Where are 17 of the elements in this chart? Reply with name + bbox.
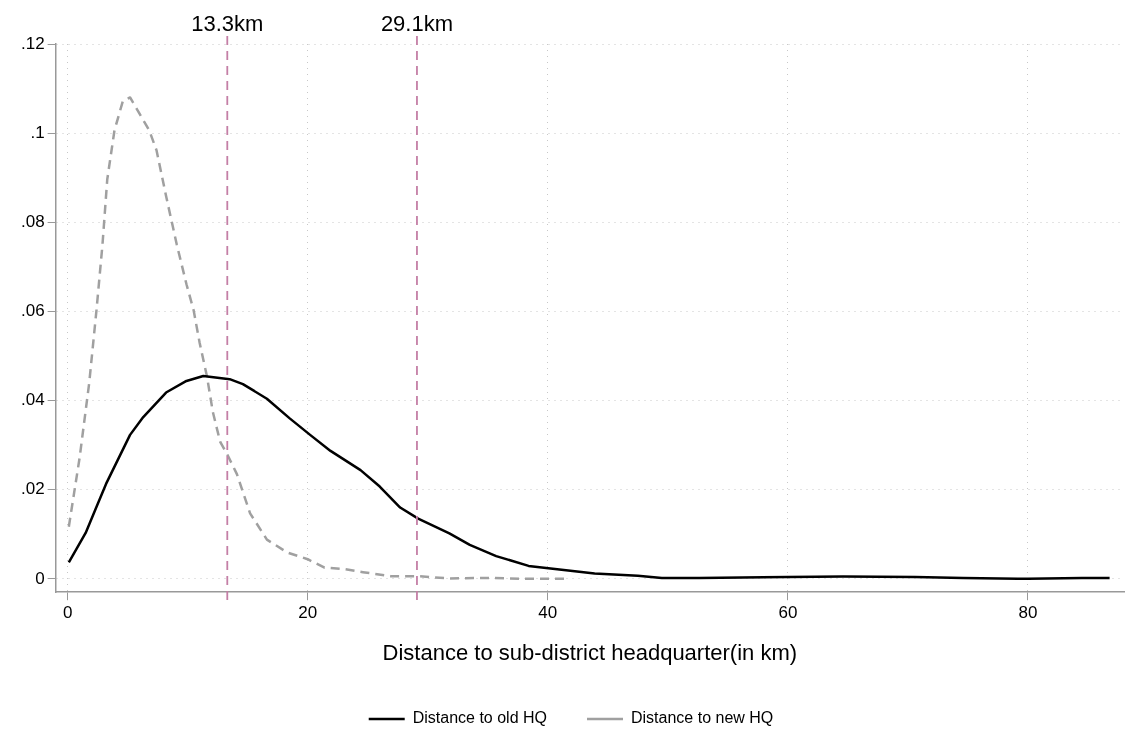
- ref-line-label: 13.3km: [191, 11, 264, 37]
- y-tick-label: .08: [20, 211, 45, 231]
- y-tick-label: .06: [20, 301, 45, 321]
- y-tick-label: .1: [30, 122, 45, 142]
- legend-label: Distance to new HQ: [631, 709, 774, 727]
- ref-line-label: 29.1km: [380, 11, 454, 37]
- x-tick-label: 0: [62, 603, 73, 623]
- y-tick-label: .04: [20, 390, 45, 410]
- y-tick-label: .02: [20, 479, 45, 499]
- x-axis-title: Distance to sub-district headquarter(in km): [382, 639, 798, 665]
- legend-label: Distance to old HQ: [412, 709, 547, 727]
- x-tick-label: 60: [778, 603, 798, 623]
- x-tick-label: 20: [298, 603, 318, 623]
- y-tick-label: 0: [35, 568, 45, 588]
- x-tick-label: 40: [538, 603, 558, 623]
- y-tick-label: .12: [20, 33, 45, 53]
- x-tick-label: 80: [1018, 603, 1038, 623]
